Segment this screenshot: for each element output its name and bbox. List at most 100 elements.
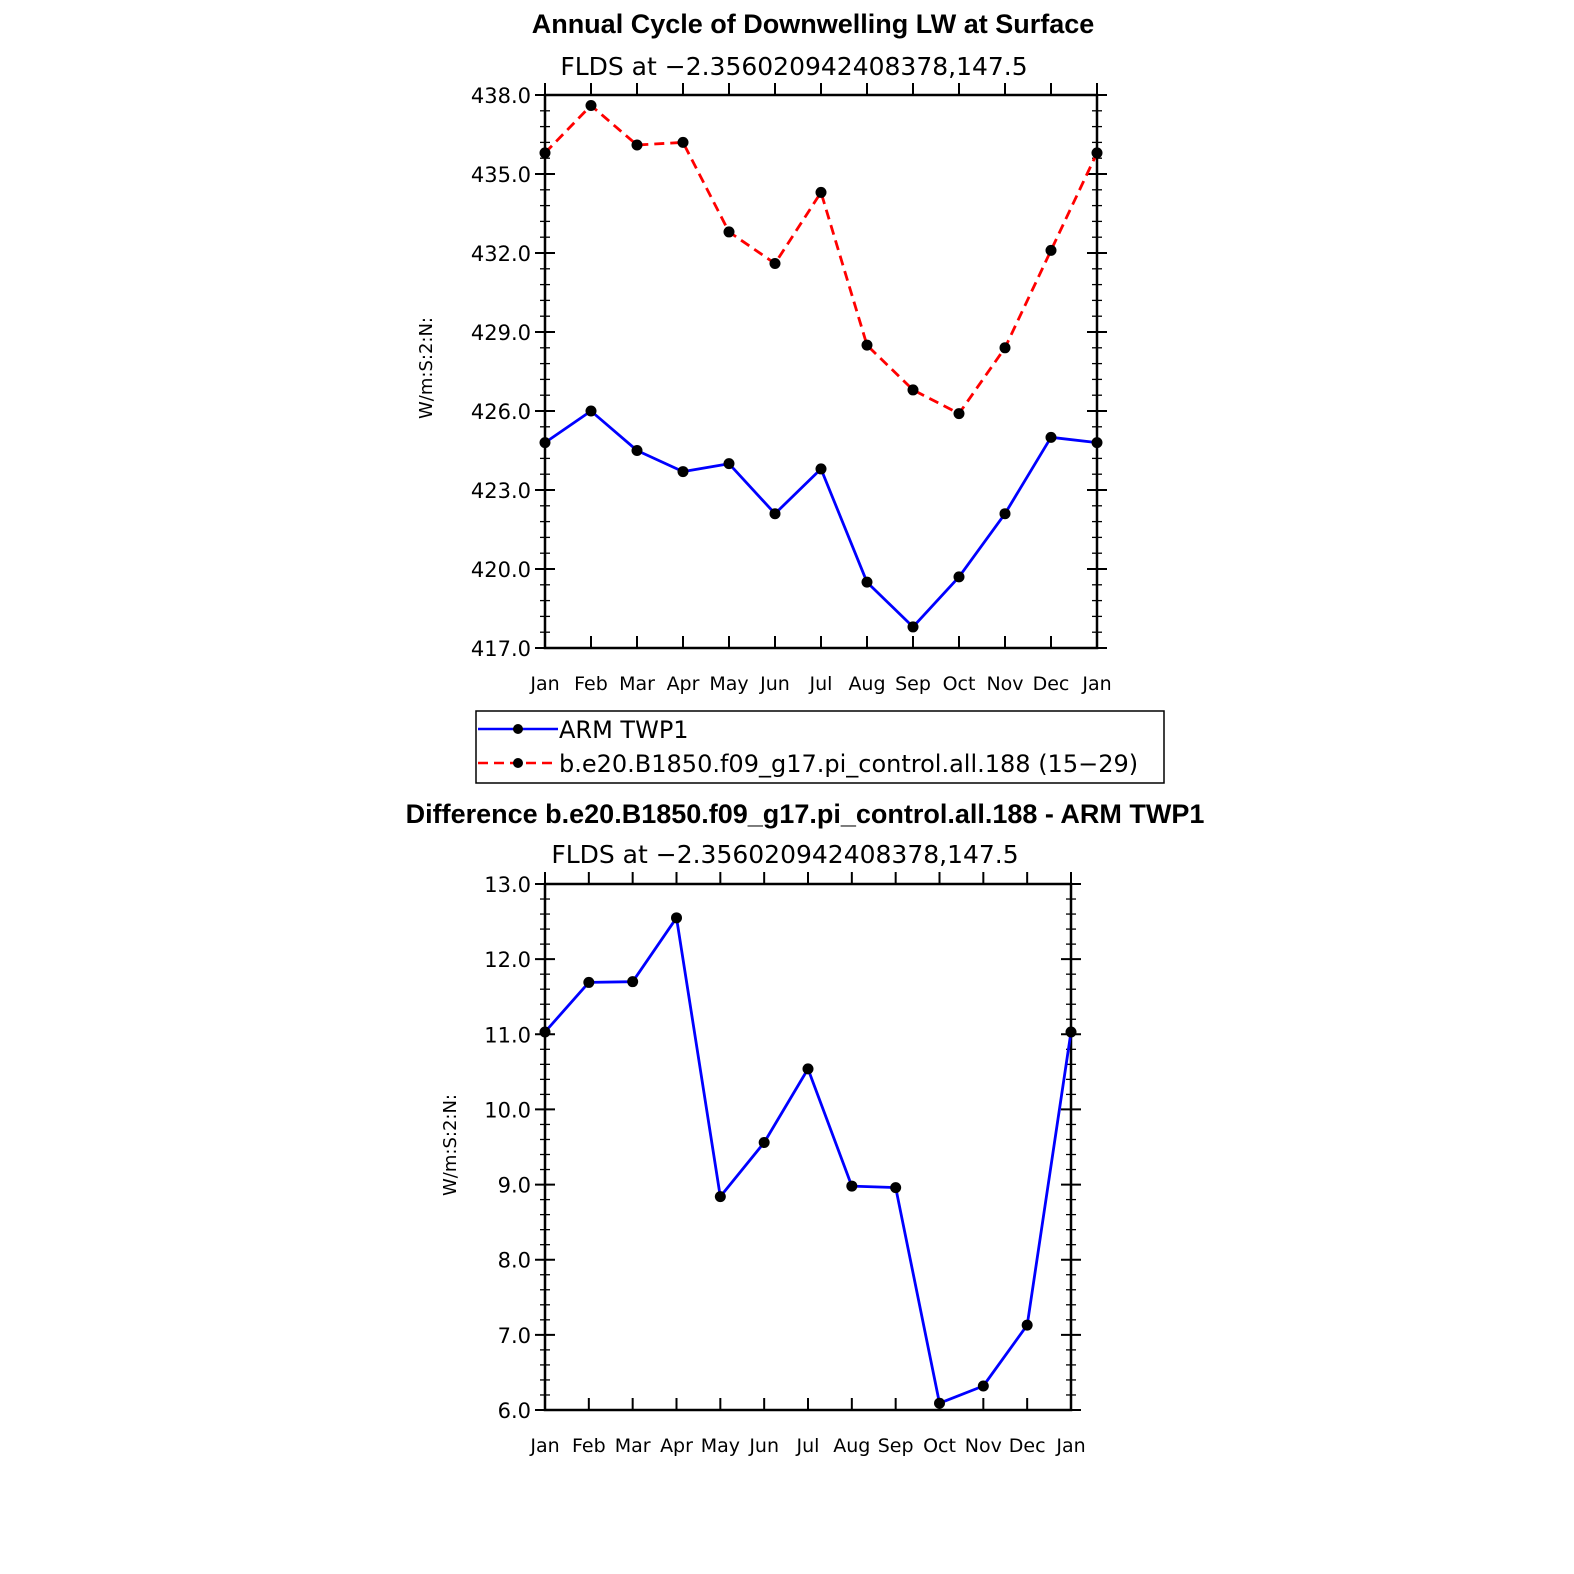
chart1-series-0-point xyxy=(1091,437,1103,449)
chart1-series-1-point xyxy=(769,258,781,270)
legend-model-label: b.e20.B1850.f09_g17.pi_control.all.188 (… xyxy=(559,750,1138,778)
chart1-xtick-label: Sep xyxy=(895,673,931,695)
chart2-plot-area: 6.0 7.0 8.0 9.0 10.0 11.0 12.0 13.0 Jan Feb Mar Apr… xyxy=(484,872,1086,1457)
chart1-series-0-point xyxy=(539,437,551,449)
chart1-series-0-point xyxy=(1045,431,1057,443)
chart2-series-0-point xyxy=(1021,1319,1033,1331)
legend-box xyxy=(475,710,1165,784)
legend-item-model: b.e20.B1850.f09_g17.pi_control.all.188 (… xyxy=(478,750,1138,778)
chart1-series-0-point xyxy=(631,445,643,456)
chart1-series-1-point xyxy=(953,408,965,420)
chart1-series-0-point xyxy=(677,466,689,478)
chart1-xtick-label: Dec xyxy=(1033,673,1070,695)
chart1-ytick-label: 432.0 xyxy=(471,242,531,266)
legend-obs-marker xyxy=(513,724,523,734)
chart1-series-1-point xyxy=(677,136,689,148)
chart2-xtick-label: Mar xyxy=(615,1435,651,1457)
chart1-series-0-line xyxy=(544,409,1098,629)
chart2-series-0-point xyxy=(627,976,639,988)
chart2-series-0-point xyxy=(539,1026,551,1038)
chart1-series-0-point xyxy=(999,508,1011,520)
chart1-ytick-label: 429.0 xyxy=(471,321,531,345)
chart1-series-1-point xyxy=(907,384,919,396)
chart1-series-0-point xyxy=(861,576,873,588)
chart1-series-0-point xyxy=(769,508,781,520)
chart1-series-1-point xyxy=(815,186,827,198)
chart2-series-0-point xyxy=(890,1182,902,1194)
chart1-series-1-point xyxy=(585,100,597,112)
chart1-series-0-point xyxy=(723,458,735,470)
chart1-series-1-line xyxy=(543,104,1099,416)
chart2-title: Difference b.e20.B1850.f09_g17.pi_contro… xyxy=(406,799,1205,829)
chart1-xtick-label: Jan xyxy=(529,673,559,695)
chart1-series-1-point xyxy=(539,147,551,159)
chart2-xtick-label: Jul xyxy=(796,1435,820,1457)
chart1-xtick-label: May xyxy=(709,673,748,695)
chart1-xtick-label: Nov xyxy=(986,673,1023,695)
chart2-series-0-point xyxy=(1065,1026,1077,1038)
chart1-ytick-label: 426.0 xyxy=(471,400,531,424)
chart2-y-axis-label: W/m:S:2:N: xyxy=(440,1094,461,1196)
chart1-series-1-point xyxy=(631,139,643,151)
chart1-series-0-point xyxy=(815,463,827,475)
chart2-series-0-point xyxy=(802,1063,814,1075)
chart2-ytick-label: 11.0 xyxy=(484,1023,531,1047)
chart2-ytick-label: 6.0 xyxy=(498,1399,531,1423)
chart2-xtick-label: Aug xyxy=(833,1435,870,1457)
chart1-xtick-label: Mar xyxy=(619,673,655,695)
chart1-xtick-label: Jul xyxy=(809,673,833,695)
chart1-title: Annual Cycle of Downwelling LW at Surfac… xyxy=(532,9,1095,39)
chart1-ytick-label: 438.0 xyxy=(471,84,531,108)
legend-obs-label: ARM TWP1 xyxy=(559,716,689,744)
chart1-xtick-label: Jun xyxy=(759,673,790,695)
chart1-frame xyxy=(543,93,1099,650)
chart2-ytick-label: 7.0 xyxy=(498,1324,531,1348)
chart1-xtick-label: Aug xyxy=(848,673,885,695)
chart2-xtick-label: Sep xyxy=(878,1435,914,1457)
legend-item-obs: ARM TWP1 xyxy=(478,716,689,744)
chart1-ytick-label: 423.0 xyxy=(471,479,531,503)
chart1-legend: ARM TWP1 b.e20.B1850.f09_g17.pi_control.… xyxy=(475,710,1165,784)
chart2-xtick-label: Feb xyxy=(572,1435,606,1457)
chart2-series-0-point xyxy=(671,912,682,924)
chart1-series-0-point xyxy=(585,405,597,417)
chart1-xtick-label: Jan xyxy=(1081,673,1111,695)
chart2-xtick-label: Dec xyxy=(1009,1435,1046,1457)
chart2-ytick-label: 9.0 xyxy=(498,1174,531,1198)
chart2-series-0-point xyxy=(934,1397,945,1409)
chart1-ytick-label: 420.0 xyxy=(471,558,531,582)
chart2-xtick-label: Oct xyxy=(923,1435,956,1457)
chart1-y-axis-label: W/m:S:2:N: xyxy=(416,317,437,419)
chart2-series-0-point xyxy=(583,976,595,988)
chart1-xtick-label: Apr xyxy=(667,673,700,695)
chart1-series-0-point xyxy=(953,571,965,583)
chart2-xtick-label: Nov xyxy=(965,1435,1002,1457)
chart1-ytick-label: 417.0 xyxy=(471,637,531,661)
chart2-xtick-label: Jan xyxy=(529,1435,559,1457)
chart1-series-1-point xyxy=(723,226,735,238)
chart2-series-0-point xyxy=(758,1136,770,1148)
chart1-series-1-point xyxy=(1091,147,1103,159)
legend-model-marker xyxy=(513,758,523,768)
chart1-series-1-point xyxy=(861,339,873,351)
chart2-xtick-label: Jan xyxy=(1055,1435,1085,1457)
chart2-ytick-label: 12.0 xyxy=(484,948,531,972)
chart2-series-0-line xyxy=(543,916,1073,1405)
chart1-subtitle: FLDS at −2.356020942408378,147.5 xyxy=(560,52,1027,81)
chart2-series-0-point xyxy=(977,1380,989,1392)
chart2-ytick-label: 13.0 xyxy=(484,873,531,897)
chart2-series-0-point xyxy=(714,1191,726,1203)
chart1-xtick-label: Oct xyxy=(943,673,976,695)
chart2-xtick-label: May xyxy=(701,1435,740,1457)
chart2-ytick-label: 10.0 xyxy=(484,1098,531,1122)
chart2-xtick-label: Jun xyxy=(748,1435,779,1457)
chart2-xtick-label: Apr xyxy=(660,1435,693,1457)
chart1-series-1-point xyxy=(999,342,1011,354)
chart1-series-0-point xyxy=(907,621,919,633)
chart2-subtitle: FLDS at −2.356020942408378,147.5 xyxy=(551,840,1018,869)
chart1-plot-area: 417.0 420.0 423.0 426.0 429.0 432.0 435.0 438.0… xyxy=(471,83,1112,695)
chart2-frame xyxy=(543,882,1073,1412)
chart2-ytick-label: 8.0 xyxy=(498,1249,531,1273)
chart1-xtick-label: Feb xyxy=(574,673,608,695)
